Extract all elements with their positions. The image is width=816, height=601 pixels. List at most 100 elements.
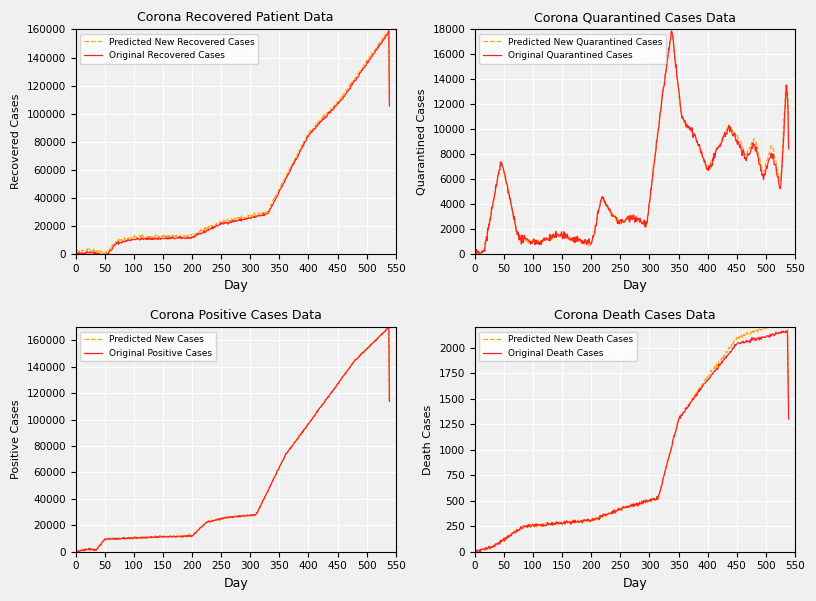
Original Recovered Cases	[293, 153, 303, 160]
X-axis label: Day: Day	[224, 279, 248, 292]
Original Positive Cases	[341, 369, 351, 376]
Predicted New Recovered Cases	[310, 123, 320, 130]
Y-axis label: Quarantined Cases: Quarantined Cases	[417, 88, 427, 195]
Original Quarantined Cases	[709, 150, 719, 157]
Predicted New Death Cases	[783, 315, 792, 322]
Title: Corona Recovered Patient Data: Corona Recovered Patient Data	[137, 11, 334, 24]
Predicted New Cases	[260, 492, 270, 499]
Original Recovered Cases	[261, 210, 271, 218]
Original Quarantined Cases	[783, 145, 793, 153]
Legend: Predicted New Cases, Original Positive Cases: Predicted New Cases, Original Positive C…	[80, 332, 215, 361]
Original Death Cases	[709, 368, 719, 375]
Original Quarantined Cases	[741, 157, 751, 164]
Original Quarantined Cases	[667, 27, 676, 34]
Original Positive Cases	[309, 412, 319, 419]
Predicted New Death Cases	[741, 331, 751, 338]
Legend: Predicted New Quarantined Cases, Original Quarantined Cases: Predicted New Quarantined Cases, Origina…	[479, 34, 666, 64]
Original Quarantined Cases	[487, 204, 497, 212]
Original Recovered Cases	[310, 126, 320, 133]
Predicted New Death Cases	[783, 404, 793, 411]
X-axis label: Day: Day	[623, 279, 647, 292]
Original Recovered Cases	[88, 249, 98, 257]
Original Recovered Cases	[384, 102, 394, 109]
Line: Original Positive Cases: Original Positive Cases	[76, 327, 389, 552]
Original Death Cases	[750, 334, 760, 341]
Original Positive Cases	[350, 356, 360, 363]
Original Positive Cases	[293, 436, 303, 443]
Predicted New Cases	[341, 370, 351, 377]
Predicted New Quarantined Cases	[742, 150, 752, 157]
Y-axis label: Death Cases: Death Cases	[424, 404, 433, 475]
Original Positive Cases	[260, 492, 270, 499]
Original Death Cases	[471, 549, 481, 557]
Line: Predicted New Cases: Predicted New Cases	[76, 328, 389, 551]
Original Quarantined Cases	[659, 80, 669, 87]
Predicted New Death Cases	[470, 548, 480, 555]
Original Quarantined Cases	[470, 251, 480, 258]
Predicted New Death Cases	[709, 364, 719, 371]
Predicted New Quarantined Cases	[783, 139, 793, 146]
Line: Predicted New Quarantined Cases: Predicted New Quarantined Cases	[475, 32, 788, 255]
Original Quarantined Cases	[692, 138, 702, 145]
Original Death Cases	[660, 467, 670, 474]
Original Death Cases	[470, 548, 480, 555]
Predicted New Quarantined Cases	[666, 28, 676, 35]
Line: Original Death Cases: Original Death Cases	[475, 331, 788, 553]
Predicted New Death Cases	[750, 328, 760, 335]
Original Positive Cases	[71, 548, 81, 555]
Predicted New Quarantined Cases	[471, 252, 481, 259]
Original Recovered Cases	[342, 88, 352, 96]
Predicted New Quarantined Cases	[751, 139, 761, 146]
Predicted New Death Cases	[471, 549, 481, 556]
Original Recovered Cases	[71, 250, 81, 257]
Predicted New Recovered Cases	[293, 150, 303, 157]
Original Positive Cases	[384, 323, 394, 331]
Predicted New Recovered Cases	[384, 25, 394, 32]
Original Death Cases	[741, 338, 751, 346]
Line: Original Recovered Cases: Original Recovered Cases	[76, 31, 389, 255]
Original Positive Cases	[88, 547, 98, 554]
Original Death Cases	[692, 391, 702, 398]
Predicted New Recovered Cases	[261, 209, 271, 216]
Predicted New Cases	[88, 545, 98, 552]
Predicted New Recovered Cases	[73, 250, 83, 257]
Predicted New Recovered Cases	[89, 246, 99, 253]
Original Recovered Cases	[100, 252, 109, 259]
Line: Predicted New Recovered Cases: Predicted New Recovered Cases	[76, 28, 389, 254]
Predicted New Quarantined Cases	[710, 151, 720, 158]
Predicted New Cases	[71, 548, 81, 555]
Predicted New Recovered Cases	[342, 86, 352, 93]
Predicted New Recovered Cases	[384, 99, 394, 106]
Predicted New Recovered Cases	[71, 248, 81, 255]
Predicted New Quarantined Cases	[488, 201, 498, 208]
Predicted New Quarantined Cases	[470, 250, 480, 257]
Predicted New Quarantined Cases	[693, 139, 703, 147]
Predicted New Death Cases	[692, 388, 702, 395]
Predicted New Recovered Cases	[351, 75, 361, 82]
Original Death Cases	[783, 415, 793, 423]
Title: Corona Quarantined Cases Data: Corona Quarantined Cases Data	[534, 11, 736, 24]
Title: Corona Death Cases Data: Corona Death Cases Data	[554, 309, 716, 322]
Predicted New Quarantined Cases	[660, 73, 670, 81]
Original Death Cases	[782, 327, 792, 334]
Y-axis label: Recovered Cases: Recovered Cases	[11, 94, 21, 189]
Predicted New Death Cases	[488, 543, 498, 550]
Line: Predicted New Death Cases: Predicted New Death Cases	[475, 319, 788, 552]
Original Recovered Cases	[384, 28, 394, 35]
Predicted New Cases	[350, 356, 360, 364]
Predicted New Cases	[384, 324, 394, 331]
Original Recovered Cases	[351, 77, 361, 84]
Predicted New Cases	[309, 413, 319, 420]
Y-axis label: Positive Cases: Positive Cases	[11, 400, 21, 479]
Original Death Cases	[488, 544, 498, 551]
Line: Original Quarantined Cases: Original Quarantined Cases	[475, 31, 788, 254]
Legend: Predicted New Recovered Cases, Original Recovered Cases: Predicted New Recovered Cases, Original …	[80, 34, 259, 64]
Original Positive Cases	[384, 398, 394, 405]
Title: Corona Positive Cases Data: Corona Positive Cases Data	[150, 309, 322, 322]
Predicted New Death Cases	[660, 466, 670, 474]
Predicted New Cases	[293, 435, 303, 442]
Original Quarantined Cases	[750, 143, 760, 150]
X-axis label: Day: Day	[623, 577, 647, 590]
Predicted New Cases	[384, 398, 394, 405]
Legend: Predicted New Death Cases, Original Death Cases: Predicted New Death Cases, Original Deat…	[479, 332, 637, 361]
